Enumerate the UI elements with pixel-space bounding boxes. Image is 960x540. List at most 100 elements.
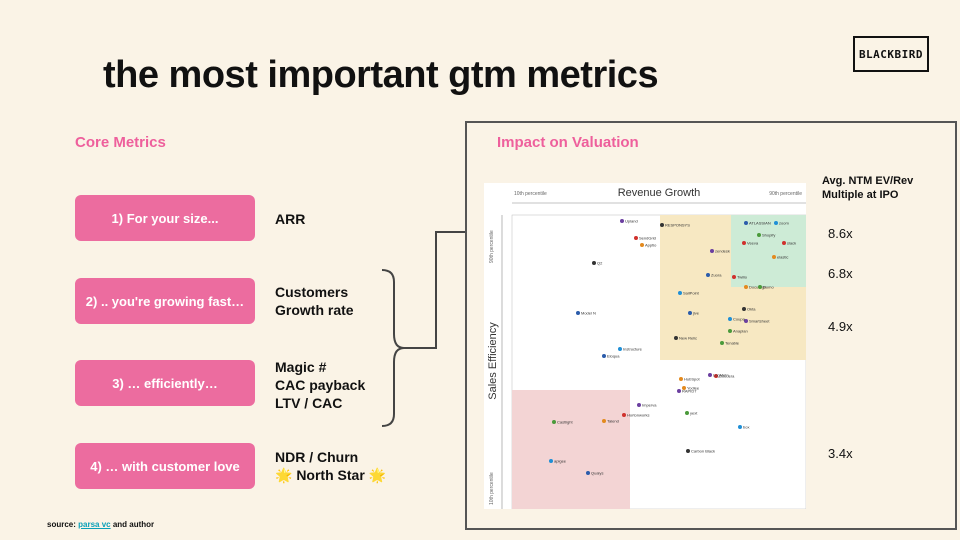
company-mark [679, 377, 683, 381]
metric-customers: Customers [275, 284, 349, 300]
metric-size: ARR [275, 210, 305, 228]
company-logo-label: Imperva [642, 403, 657, 408]
source-link[interactable]: parsa vc [78, 520, 111, 529]
metric-ltv-cac: LTV / CAC [275, 395, 343, 411]
company-logo-label: HubSpot [684, 377, 700, 382]
company-logo-label: zendesk [715, 249, 730, 254]
company-mark [738, 425, 742, 429]
multiple-top: 8.6x [828, 226, 853, 241]
pill-customer-love: 4) … with customer love [75, 443, 255, 489]
company-logo-label: elastic [777, 255, 788, 260]
company-mark [744, 319, 748, 323]
company-mark [758, 285, 762, 289]
metric-growing: Customers Growth rate [275, 283, 354, 319]
multiple-header-line-1: Avg. NTM EV/Rev [822, 175, 914, 187]
company-mark [686, 449, 690, 453]
company-logo-label: Twilio [737, 275, 748, 280]
zone-top-performers [731, 215, 806, 287]
company-logo-label: Upland [625, 219, 638, 224]
company-mark [706, 273, 710, 277]
company-mark [660, 223, 664, 227]
multiple-upper: 6.8x [828, 266, 853, 281]
company-mark [634, 236, 638, 240]
impact-box [465, 121, 957, 530]
company-mark [576, 311, 580, 315]
company-logo-label: jive [692, 311, 700, 316]
company-mark [637, 403, 641, 407]
multiple-bottom: 3.4x [828, 446, 853, 461]
y-axis-low: 10th percentile [489, 472, 495, 505]
company-mark [742, 241, 746, 245]
company-logo-label: zoom [779, 221, 789, 226]
company-mark [772, 255, 776, 259]
company-logo-label: Instructure [623, 347, 643, 352]
page-title: the most important gtm metrics [103, 54, 659, 96]
company-logo-label: slack [787, 241, 796, 246]
company-logo-label: Domo [763, 285, 774, 290]
company-logo-label: Okta [747, 307, 756, 312]
company-logo-label: SailPoint [683, 291, 700, 296]
company-mark [682, 386, 686, 390]
metric-arr: ARR [275, 211, 306, 227]
company-mark [602, 354, 606, 358]
multiple-header: Avg. NTM EV/Rev Multiple at IPO [822, 174, 913, 202]
source-note: source: parsa vc and author [47, 520, 154, 529]
company-mark [622, 413, 626, 417]
x-axis-low: 10th percentile [514, 191, 547, 197]
metric-north-star: 🌟 North Star 🌟 [275, 467, 387, 483]
company-logo-label: DocuSign [749, 285, 766, 290]
company-mark [708, 373, 712, 377]
multiple-header-line-2: Multiple at IPO [822, 189, 899, 201]
company-logo-label: New Relic [679, 336, 697, 341]
pill-growing: 2) .. you're growing fast… [75, 278, 255, 324]
metric-efficiency: Magic # CAC payback LTV / CAC [275, 358, 365, 412]
blackbird-logo: BLACKBIRD [853, 36, 929, 72]
company-mark [728, 329, 732, 333]
source-suffix: and author [110, 520, 155, 529]
company-mark [714, 374, 718, 378]
company-mark [549, 459, 553, 463]
company-mark [677, 389, 681, 393]
metric-cac-payback: CAC payback [275, 377, 366, 393]
pill-size: 1) For your size... [75, 195, 255, 241]
company-logo-label: Qualys [591, 471, 603, 476]
company-logo-label: Shopify [762, 233, 775, 238]
company-logo-label: Tenable [725, 341, 740, 346]
company-mark [618, 347, 622, 351]
multiple-middle: 4.9x [828, 319, 853, 334]
company-logo-label: Veeva [747, 241, 759, 246]
pill-efficiently: 3) … efficiently… [75, 360, 255, 406]
company-logo-label: Eloqua [607, 354, 620, 359]
company-mark [674, 336, 678, 340]
company-logo-label: Talend [607, 419, 619, 424]
x-axis-high: 90th percentile [769, 191, 802, 197]
company-mark [620, 219, 624, 223]
company-mark [688, 311, 692, 315]
x-axis-title: Revenue Growth [618, 187, 701, 199]
company-logo-label: RESPONSYS [665, 223, 690, 228]
company-mark [602, 419, 606, 423]
company-mark [720, 341, 724, 345]
company-mark [552, 420, 556, 424]
company-logo-label: Zuora [711, 273, 722, 278]
company-logo-label: Carbon Black [691, 449, 715, 454]
company-logo-label: Coupa [733, 317, 746, 322]
y-axis-title: Sales Efficiency [487, 322, 499, 400]
core-metrics-label: Core Metrics [75, 134, 166, 151]
company-mark [744, 285, 748, 289]
metric-ndr-churn: NDR / Churn [275, 449, 359, 465]
company-logo-label: cloudera [719, 374, 735, 379]
company-logo-label: apigee [554, 459, 567, 464]
company-mark [782, 241, 786, 245]
company-mark [728, 317, 732, 321]
valuation-matrix-chart: Revenue Growth 10th percentile 90th perc… [484, 183, 806, 509]
metric-customer-love: NDR / Churn 🌟 North Star 🌟 [275, 448, 386, 484]
impact-label: Impact on Valuation [497, 134, 639, 151]
company-logo-label: LogMeIn [713, 373, 729, 378]
company-mark [678, 291, 682, 295]
metric-growth-rate: Growth rate [275, 302, 354, 318]
company-logo-label: Hortonworks [627, 413, 649, 418]
company-mark [757, 233, 761, 237]
metric-magic-number: Magic # [275, 359, 327, 375]
company-mark [732, 275, 736, 279]
